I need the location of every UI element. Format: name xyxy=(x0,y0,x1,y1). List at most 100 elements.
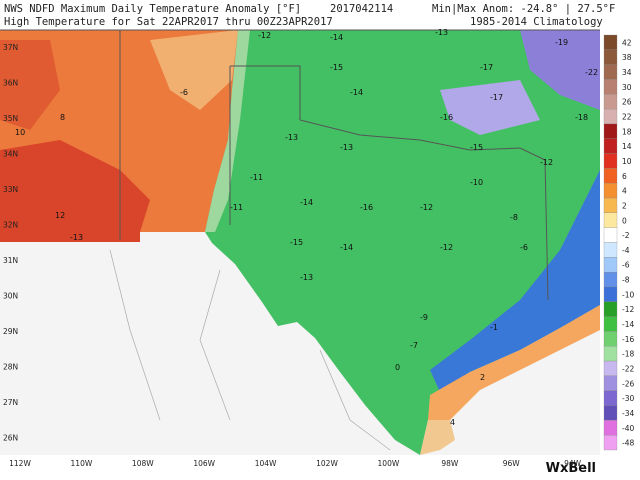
anomaly-label: -15 xyxy=(290,238,303,247)
anomaly-label: -6 xyxy=(520,243,528,252)
anomaly-label: -22 xyxy=(585,68,598,77)
lon-label: 102W xyxy=(316,459,338,468)
colorbar-swatch xyxy=(603,301,618,317)
anomaly-label: -13 xyxy=(340,143,353,152)
colorbar-label: -12 xyxy=(622,305,634,314)
colorbar-label: 2 xyxy=(622,201,627,210)
colorbar-swatch xyxy=(603,138,618,154)
lon-label: 94W xyxy=(564,459,582,468)
colorbar-label: 38 xyxy=(622,53,632,62)
colorbar-swatch xyxy=(603,271,618,288)
header-run: 2017042114 xyxy=(330,3,393,15)
anomaly-label: -13 xyxy=(70,233,83,242)
anomaly-label: -8 xyxy=(510,213,518,222)
lat-label: 34N xyxy=(3,150,18,159)
anomaly-label: -12 xyxy=(440,243,453,252)
state-line xyxy=(319,349,391,451)
colorbar-label: 4 xyxy=(622,187,627,196)
colorbar-label: -10 xyxy=(622,290,634,299)
anomaly-label: 4 xyxy=(450,418,455,427)
colorbar-label: 18 xyxy=(622,127,632,136)
anomaly-label: -14 xyxy=(350,88,363,97)
colorbar-swatch xyxy=(603,346,618,362)
anomaly-label: -17 xyxy=(480,63,493,72)
anomaly-label: -13 xyxy=(435,28,448,37)
tx-la-border xyxy=(544,159,549,301)
lat-label: 29N xyxy=(3,327,18,336)
warm-tip xyxy=(420,420,455,455)
colorbar-swatch xyxy=(603,405,618,421)
lat-label: 36N xyxy=(3,79,18,88)
lon-label: 108W xyxy=(132,459,154,468)
lat-label: 32N xyxy=(3,221,18,230)
colorbar-swatch xyxy=(603,360,618,377)
anomaly-label: -1 xyxy=(490,323,498,332)
colorbar-label: -30 xyxy=(622,394,634,403)
anomaly-label: 8 xyxy=(60,113,65,122)
purple-northeast xyxy=(520,30,600,110)
anomaly-label: -12 xyxy=(258,31,271,40)
anomaly-label: -12 xyxy=(420,203,433,212)
colorbar-label: -16 xyxy=(622,335,634,344)
colorbar-swatch xyxy=(603,108,618,125)
header-climatology: 1985-2014 Climatology xyxy=(470,16,603,28)
colorbar-label: 26 xyxy=(622,98,632,107)
hot-region xyxy=(0,40,60,130)
anomaly-label: -11 xyxy=(250,173,263,182)
lon-label: 110W xyxy=(71,459,93,468)
cold-east xyxy=(430,170,600,392)
anomaly-label: -13 xyxy=(285,133,298,142)
anomaly-label: 12 xyxy=(55,211,65,220)
anomaly-label: -14 xyxy=(330,33,343,42)
anomaly-label: -17 xyxy=(490,93,503,102)
colorbar-swatch xyxy=(603,34,618,50)
header-subtitle: High Temperature for Sat 22APR2017 thru … xyxy=(4,16,333,28)
lon-label: 112W xyxy=(9,459,31,468)
lon-label: 100W xyxy=(378,459,400,468)
anomaly-label: -11 xyxy=(230,203,243,212)
anomaly-label: -15 xyxy=(470,143,483,152)
colorbar-label: -4 xyxy=(622,246,630,255)
lat-label: 35N xyxy=(3,114,18,123)
colorbar-swatch xyxy=(603,123,618,139)
warm-south xyxy=(428,305,600,420)
colorbar-swatch xyxy=(603,420,618,436)
colorbar-label: 10 xyxy=(622,157,632,166)
colorbar-label: 34 xyxy=(622,68,632,77)
colorbar-label: -22 xyxy=(622,364,634,373)
colorbar-swatch xyxy=(603,212,618,228)
lat-label: 26N xyxy=(3,434,18,443)
colorbar-label: 0 xyxy=(622,216,627,225)
colorbar-swatch xyxy=(603,435,618,451)
colorbar-label: 22 xyxy=(622,113,632,122)
dynamic-layer: 4238343026221814106420-2-4-6-8-10-12-14-… xyxy=(3,28,634,468)
lat-label: 31N xyxy=(3,256,18,265)
lon-label: 98W xyxy=(441,459,459,468)
lon-label: 104W xyxy=(255,459,277,468)
anomaly-label: -10 xyxy=(470,178,483,187)
hot-region xyxy=(0,140,150,242)
colorbar-swatch xyxy=(603,64,618,80)
header-title: NWS NDFD Maximum Daily Temperature Anoma… xyxy=(4,3,301,15)
colorbar-label: -34 xyxy=(622,409,634,418)
anomaly-label: 2 xyxy=(480,373,485,382)
anomaly-label: -9 xyxy=(420,313,428,322)
colorbar-label: -40 xyxy=(622,424,634,433)
header-minmax: Min|Max Anom: -24.8° | 27.5°F xyxy=(432,3,615,15)
anomaly-label: -14 xyxy=(300,198,313,207)
cool-band xyxy=(205,30,250,232)
anomaly-label: -13 xyxy=(300,273,313,282)
colorbar-swatch xyxy=(603,197,618,214)
colorbar-label: -2 xyxy=(622,231,630,240)
colorbar-label: -18 xyxy=(622,350,634,359)
anomaly-label: -7 xyxy=(410,341,418,350)
colorbar-label: -6 xyxy=(622,261,630,270)
state-line xyxy=(199,269,231,421)
colorbar-label: 30 xyxy=(622,83,632,92)
red-river xyxy=(299,119,546,161)
anomaly-label: 0 xyxy=(395,363,400,372)
state-line xyxy=(109,249,161,421)
anomaly-label: -16 xyxy=(440,113,453,122)
colorbar-label: -8 xyxy=(622,276,630,285)
